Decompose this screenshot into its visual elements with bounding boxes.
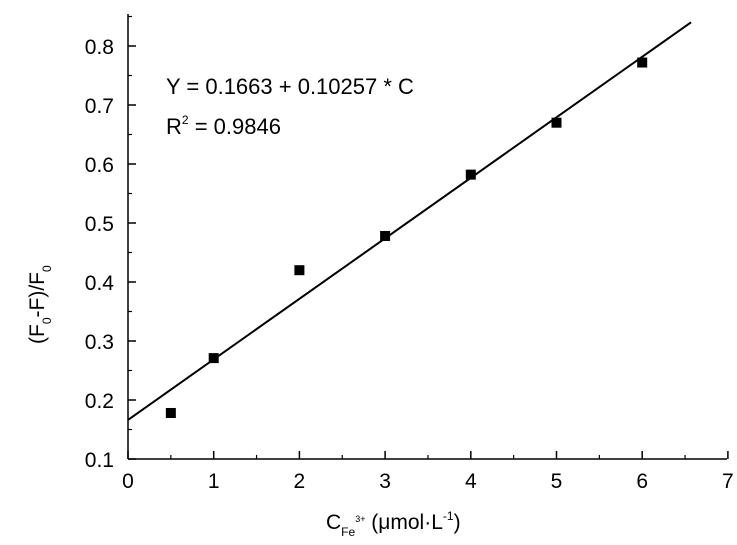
equation-annotation: Y = 0.1663 + 0.10257 * C (166, 74, 414, 99)
y-axis-title-p2: -F)/F (26, 272, 49, 317)
x-tick-label: 2 (294, 470, 306, 493)
y-tick-label: 0.6 (85, 154, 114, 177)
r2-label: R (166, 114, 182, 139)
y-axis-title: (F0-F)/F0 (26, 265, 54, 344)
data-point (380, 230, 391, 241)
r2-superscript: 2 (182, 113, 189, 127)
y-tick-label: 0.8 (85, 36, 114, 59)
y-tick-label: 0.5 (85, 213, 114, 236)
y-axis-ticks: 0.1 0.2 0.3 0.4 0.5 0.6 0.7 0.8 (85, 15, 136, 472)
y-tick-label: 0.3 (85, 331, 114, 354)
y-axis-title-sub2: 0 (40, 265, 54, 272)
data-points (165, 57, 648, 418)
r2-value: = 0.9846 (189, 114, 281, 139)
x-axis-title-close: ) (454, 511, 461, 534)
x-tick-label: 5 (551, 470, 563, 493)
x-axis-title-rest-sup: -1 (443, 509, 454, 523)
x-axis-ticks: 0 1 2 3 4 5 6 7 (122, 451, 734, 493)
x-tick-label: 0 (122, 470, 134, 493)
data-point (165, 407, 176, 418)
data-point (465, 169, 476, 180)
y-tick-label: 0.1 (85, 449, 114, 472)
x-tick-label: 4 (465, 470, 477, 493)
y-tick-label: 0.4 (85, 272, 115, 295)
y-axis-title-sub1: 0 (40, 317, 54, 324)
x-tick-label: 3 (379, 470, 391, 493)
data-point (208, 353, 219, 364)
x-axis-title-sup: 3+ (355, 514, 365, 524)
data-point (637, 57, 648, 68)
r-squared-annotation: R2 = 0.9846 (166, 113, 281, 139)
y-tick-label: 0.2 (85, 390, 114, 413)
data-point (551, 117, 562, 128)
fit-line (127, 21, 692, 421)
x-tick-label: 1 (208, 470, 220, 493)
x-tick-label: 6 (636, 470, 648, 493)
x-axis-title: CFe3+ (μmol·L-1) (326, 509, 461, 539)
y-tick-label: 0.7 (85, 95, 114, 118)
x-axis-title-rest: (μmol·L (365, 511, 442, 534)
x-axis-title-main: C (326, 511, 341, 534)
y-axis-title-p1: (F (26, 324, 49, 344)
data-point (294, 265, 305, 276)
x-tick-label: 7 (722, 470, 734, 493)
x-axis-title-sub: Fe (341, 525, 355, 539)
